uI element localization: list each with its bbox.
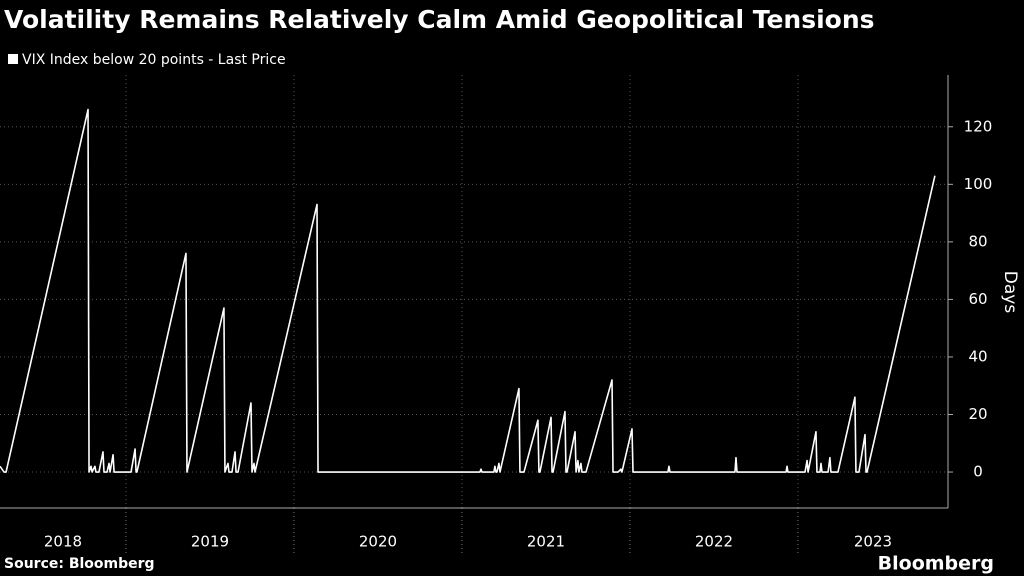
y-axis-label: Days [1000,271,1020,314]
x-tick-label: 2018 [44,533,82,551]
y-tick-label: 60 [968,290,987,308]
y-tick-label: 100 [964,175,993,193]
y-tick-label: 120 [964,117,993,135]
logo: Bloomberg [878,553,994,575]
x-tick-label: 2019 [191,533,229,551]
chart-title: Volatility Remains Relatively Calm Amid … [4,5,875,34]
legend-swatch [8,54,18,64]
legend-label: VIX Index below 20 points - Last Price [22,52,286,68]
x-tick-label: 2020 [359,533,397,551]
y-tick-label: 0 [973,463,983,481]
y-tick-label: 80 [968,232,987,250]
line [0,108,936,473]
y-tick-label: 20 [968,405,987,423]
x-tick-label: 2021 [527,533,565,551]
source: Source: Bloomberg [4,556,155,572]
x-tick-label: 2022 [695,533,733,551]
x-tick-label: 2023 [854,533,892,551]
y-tick-label: 40 [968,347,987,365]
